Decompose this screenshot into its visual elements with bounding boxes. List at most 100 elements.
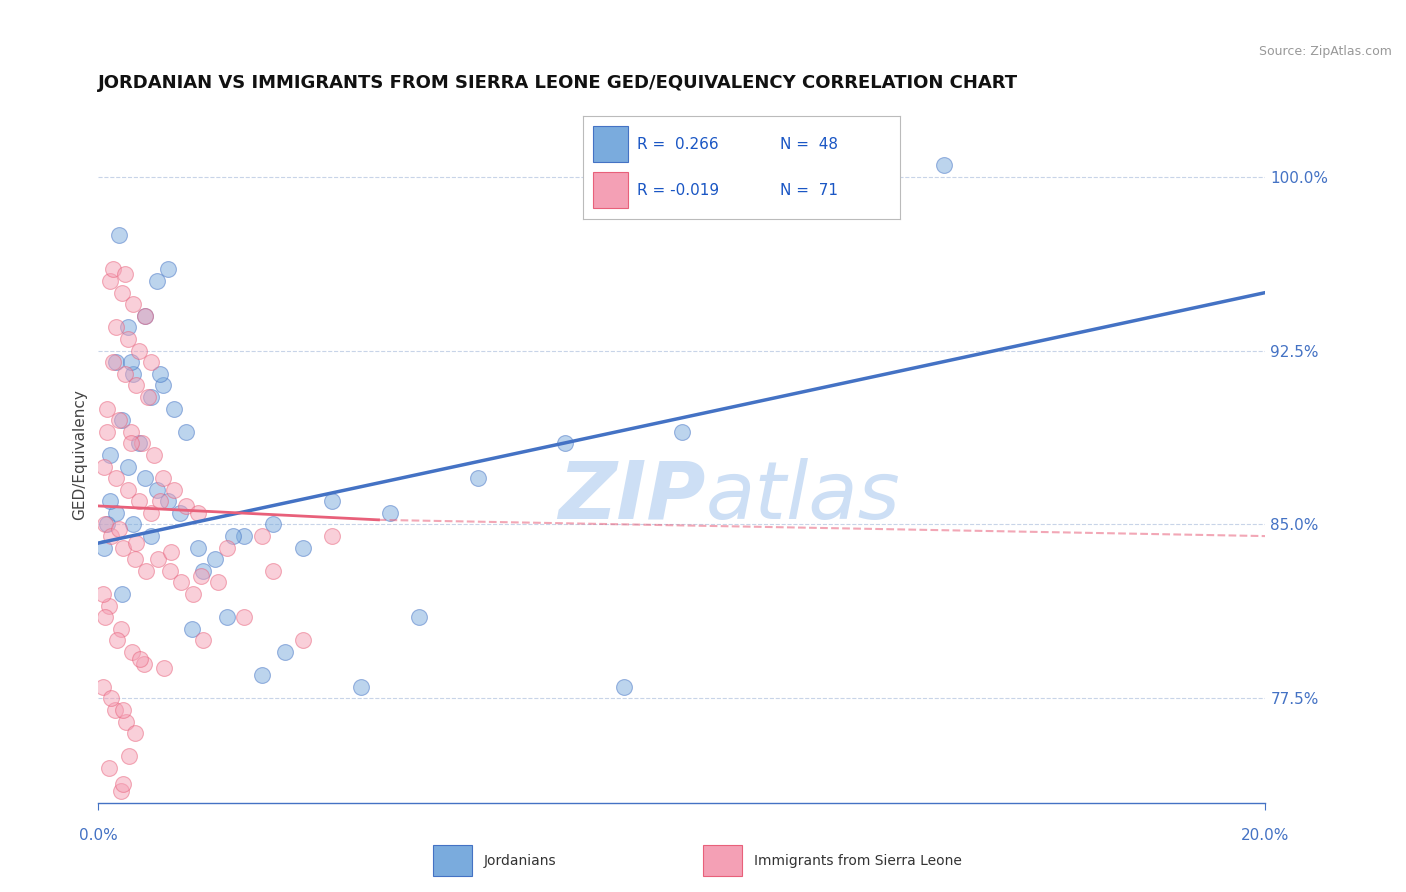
- Text: atlas: atlas: [706, 458, 900, 536]
- Point: [159, 564, 181, 578]
- Text: 0.0%: 0.0%: [79, 828, 118, 843]
- Point: [149, 367, 172, 381]
- Point: [163, 401, 186, 416]
- Point: [160, 545, 183, 559]
- Point: [96, 517, 118, 532]
- Point: [110, 622, 132, 636]
- Point: [134, 309, 156, 323]
- Point: [233, 610, 256, 624]
- Point: [132, 657, 155, 671]
- Point: [122, 367, 145, 381]
- Point: [111, 703, 134, 717]
- Point: [134, 309, 156, 323]
- Point: [105, 633, 128, 648]
- Point: [408, 610, 430, 624]
- Point: [380, 506, 402, 520]
- Point: [146, 483, 169, 497]
- Point: [135, 564, 157, 578]
- Point: [169, 506, 191, 520]
- Point: [117, 332, 139, 346]
- Point: [152, 471, 174, 485]
- Point: [149, 494, 172, 508]
- Text: Source: ZipAtlas.com: Source: ZipAtlas.com: [1258, 45, 1392, 58]
- Point: [91, 587, 114, 601]
- Point: [152, 378, 174, 392]
- Point: [98, 448, 121, 462]
- Point: [250, 668, 273, 682]
- Text: N =  71: N = 71: [779, 183, 838, 198]
- Text: N =  48: N = 48: [779, 136, 838, 152]
- Point: [321, 494, 343, 508]
- Point: [250, 529, 273, 543]
- Point: [934, 158, 956, 172]
- Point: [128, 436, 150, 450]
- Point: [613, 680, 636, 694]
- Point: [350, 680, 373, 694]
- Point: [125, 536, 148, 550]
- Point: [117, 483, 139, 497]
- Point: [263, 517, 285, 532]
- Point: [181, 587, 204, 601]
- Point: [94, 517, 117, 532]
- Point: [108, 522, 131, 536]
- Point: [139, 355, 162, 369]
- Point: [134, 471, 156, 485]
- Point: [129, 652, 152, 666]
- Point: [110, 784, 132, 798]
- Point: [121, 645, 143, 659]
- Point: [124, 552, 146, 566]
- Point: [170, 575, 193, 590]
- Text: Jordanians: Jordanians: [484, 854, 557, 868]
- Point: [97, 761, 120, 775]
- Point: [111, 777, 134, 791]
- Point: [117, 320, 139, 334]
- Point: [190, 568, 212, 582]
- Point: [122, 517, 145, 532]
- Point: [93, 459, 115, 474]
- Point: [128, 343, 150, 358]
- Point: [96, 401, 118, 416]
- Point: [152, 661, 174, 675]
- Point: [104, 506, 127, 520]
- Point: [131, 436, 153, 450]
- Bar: [593, 172, 627, 208]
- Point: [193, 633, 215, 648]
- Point: [187, 541, 209, 555]
- Point: [98, 274, 121, 288]
- Point: [136, 390, 159, 404]
- Point: [163, 483, 186, 497]
- Point: [291, 633, 314, 648]
- Point: [174, 425, 197, 439]
- Point: [120, 436, 142, 450]
- Point: [263, 564, 285, 578]
- Point: [96, 425, 118, 439]
- Point: [111, 413, 134, 427]
- Point: [671, 425, 693, 439]
- Point: [111, 285, 134, 300]
- Point: [111, 541, 134, 555]
- Point: [120, 425, 142, 439]
- Point: [142, 448, 165, 462]
- Point: [108, 413, 131, 427]
- Point: [215, 610, 238, 624]
- Point: [104, 471, 127, 485]
- Point: [100, 529, 122, 543]
- Text: ZIP: ZIP: [558, 458, 706, 536]
- Point: [108, 227, 131, 242]
- Point: [122, 297, 145, 311]
- Point: [174, 499, 197, 513]
- Point: [128, 494, 150, 508]
- Point: [467, 471, 489, 485]
- Point: [193, 564, 215, 578]
- Point: [157, 494, 180, 508]
- Point: [101, 262, 124, 277]
- Point: [554, 436, 576, 450]
- Point: [146, 552, 169, 566]
- Point: [321, 529, 343, 543]
- Point: [104, 355, 127, 369]
- Point: [120, 355, 142, 369]
- Point: [117, 459, 139, 474]
- Point: [93, 541, 115, 555]
- Point: [233, 529, 256, 543]
- Point: [180, 622, 202, 636]
